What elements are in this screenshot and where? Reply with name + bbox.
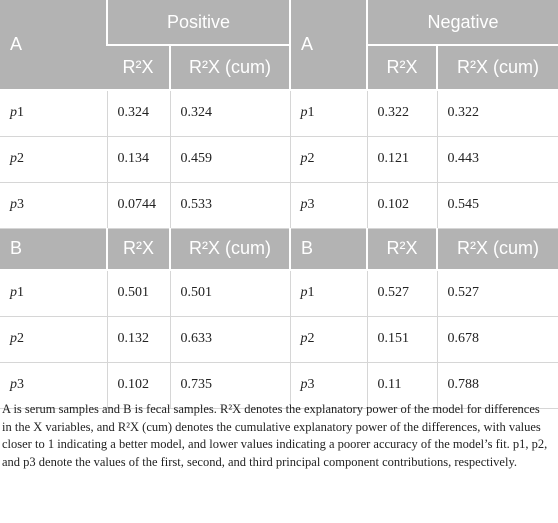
group-header: Negative: [365, 0, 558, 46]
value-cell: 0.527: [436, 270, 558, 317]
column-header: R²X (cum): [435, 228, 558, 271]
component-label: p1: [0, 90, 107, 137]
section-label: B: [0, 228, 107, 271]
value-cell: 0.324: [169, 90, 290, 137]
value-cell: 0.324: [106, 90, 170, 137]
value-cell: 0.11: [366, 362, 437, 409]
component-label: p3: [0, 362, 107, 409]
value-cell: 0.501: [106, 270, 170, 317]
value-cell: 0.527: [366, 270, 437, 317]
value-cell: 0.151: [366, 316, 437, 363]
component-label: p3: [289, 362, 367, 409]
results-table: A Positive A Negative R²X R²X (cum) R²X R²X (cu…: [0, 0, 558, 409]
value-cell: 0.322: [366, 90, 437, 137]
footnote: A is serum samples and B is fecal sample…: [2, 402, 548, 469]
value-cell: 0.678: [436, 316, 558, 363]
header-row: A Positive A Negative: [0, 0, 558, 91]
table-body: A Positive A Negative R²X R²X (cum) R²X R²X (cu…: [0, 0, 558, 409]
component-label: p1: [289, 90, 367, 137]
data-row: p2 0.134 0.459 p2 0.121 0.443: [0, 136, 558, 183]
section-label: B: [289, 228, 367, 271]
component-label: p1: [0, 270, 107, 317]
column-header: R²X: [106, 228, 170, 271]
group-header: Positive: [106, 0, 290, 46]
data-row: p3 0.0744 0.533 p3 0.102 0.545: [0, 182, 558, 229]
value-cell: 0.443: [436, 136, 558, 183]
data-row: p1 0.324 0.324 p1 0.322 0.322: [0, 90, 558, 137]
value-cell: 0.633: [169, 316, 290, 363]
value-cell: 0.533: [169, 182, 290, 229]
component-label: p2: [289, 136, 367, 183]
value-cell: 0.0744: [106, 182, 170, 229]
header-row: B R²X R²X (cum) B R²X R²X (cum): [0, 228, 558, 271]
section-label: A: [0, 0, 107, 91]
component-label: p3: [289, 182, 367, 229]
value-cell: 0.132: [106, 316, 170, 363]
data-row: p2 0.132 0.633 p2 0.151 0.678: [0, 316, 558, 363]
value-cell: 0.545: [436, 182, 558, 229]
column-header: R²X (cum): [435, 45, 558, 91]
column-header: R²X: [107, 45, 170, 91]
column-header: R²X: [366, 45, 437, 91]
value-cell: 0.134: [106, 136, 170, 183]
component-label: p2: [0, 316, 107, 363]
value-cell: 0.459: [169, 136, 290, 183]
value-cell: 0.788: [436, 362, 558, 409]
value-cell: 0.121: [366, 136, 437, 183]
value-cell: 0.322: [436, 90, 558, 137]
component-label: p2: [0, 136, 107, 183]
section-label: A: [289, 0, 367, 91]
header-row: R²X R²X (cum) R²X R²X (cum): [0, 45, 558, 91]
value-cell: 0.102: [106, 362, 170, 409]
component-label: p1: [289, 270, 367, 317]
component-label: p3: [0, 182, 107, 229]
data-row: p3 0.102 0.735 p3 0.11 0.788: [0, 362, 558, 409]
data-row: p1 0.501 0.501 p1 0.527 0.527: [0, 270, 558, 317]
component-label: p2: [289, 316, 367, 363]
value-cell: 0.501: [169, 270, 290, 317]
value-cell: 0.102: [366, 182, 437, 229]
column-header: R²X (cum): [169, 228, 290, 271]
column-header: R²X: [366, 228, 437, 271]
value-cell: 0.735: [169, 362, 290, 409]
column-header: R²X (cum): [169, 45, 290, 91]
